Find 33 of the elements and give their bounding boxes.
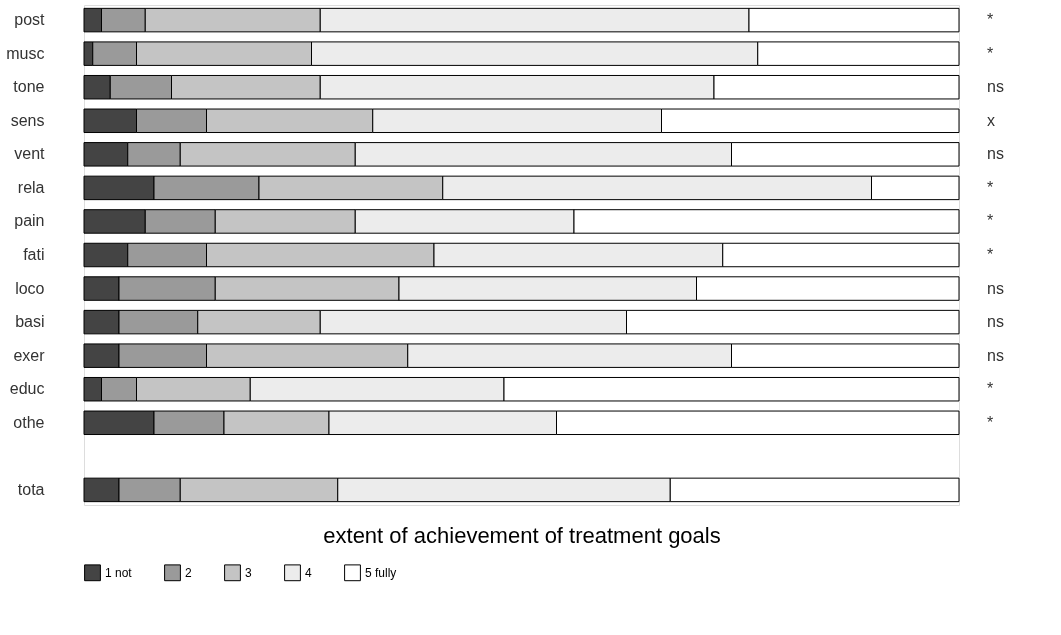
y-tick-label: sens <box>10 111 45 129</box>
y-tick-label: musc <box>6 44 45 62</box>
y-tick-label: othe <box>13 413 45 431</box>
legend-label: 5 fully <box>365 565 397 580</box>
text: * <box>987 11 994 29</box>
y-tick-label: tota <box>17 480 45 498</box>
text: ns <box>987 78 1004 96</box>
x-axis-title: extent of achievement of treatment goals <box>323 522 721 548</box>
text: * <box>987 246 994 263</box>
text: x <box>987 111 995 129</box>
y-tick-label: rela <box>17 178 45 196</box>
text: * <box>987 212 994 230</box>
legend-label: 4 <box>305 565 312 580</box>
text: ns <box>987 145 1004 163</box>
y-tick-label: vent <box>14 145 46 163</box>
text: ns <box>987 279 1004 297</box>
text: * <box>987 413 994 431</box>
legend-label: 1 not <box>105 565 133 580</box>
y-tick-label: exer <box>13 346 46 364</box>
y-tick-label: educ <box>9 380 45 398</box>
text: ns <box>987 313 1004 331</box>
text: * <box>987 380 994 398</box>
y-tick-label: tone <box>13 78 45 96</box>
y-tick-label: basi <box>15 313 45 331</box>
y-tick-label: pain <box>14 212 45 230</box>
text: * <box>987 44 994 62</box>
legend-label: 3 <box>245 565 252 580</box>
legend-label: 2 <box>185 565 192 580</box>
y-tick-label: loco <box>15 279 45 297</box>
y-tick-label: fati <box>23 246 45 263</box>
text: ns <box>987 346 1004 364</box>
y-tick-label: post <box>14 11 46 29</box>
text: * <box>987 178 994 196</box>
